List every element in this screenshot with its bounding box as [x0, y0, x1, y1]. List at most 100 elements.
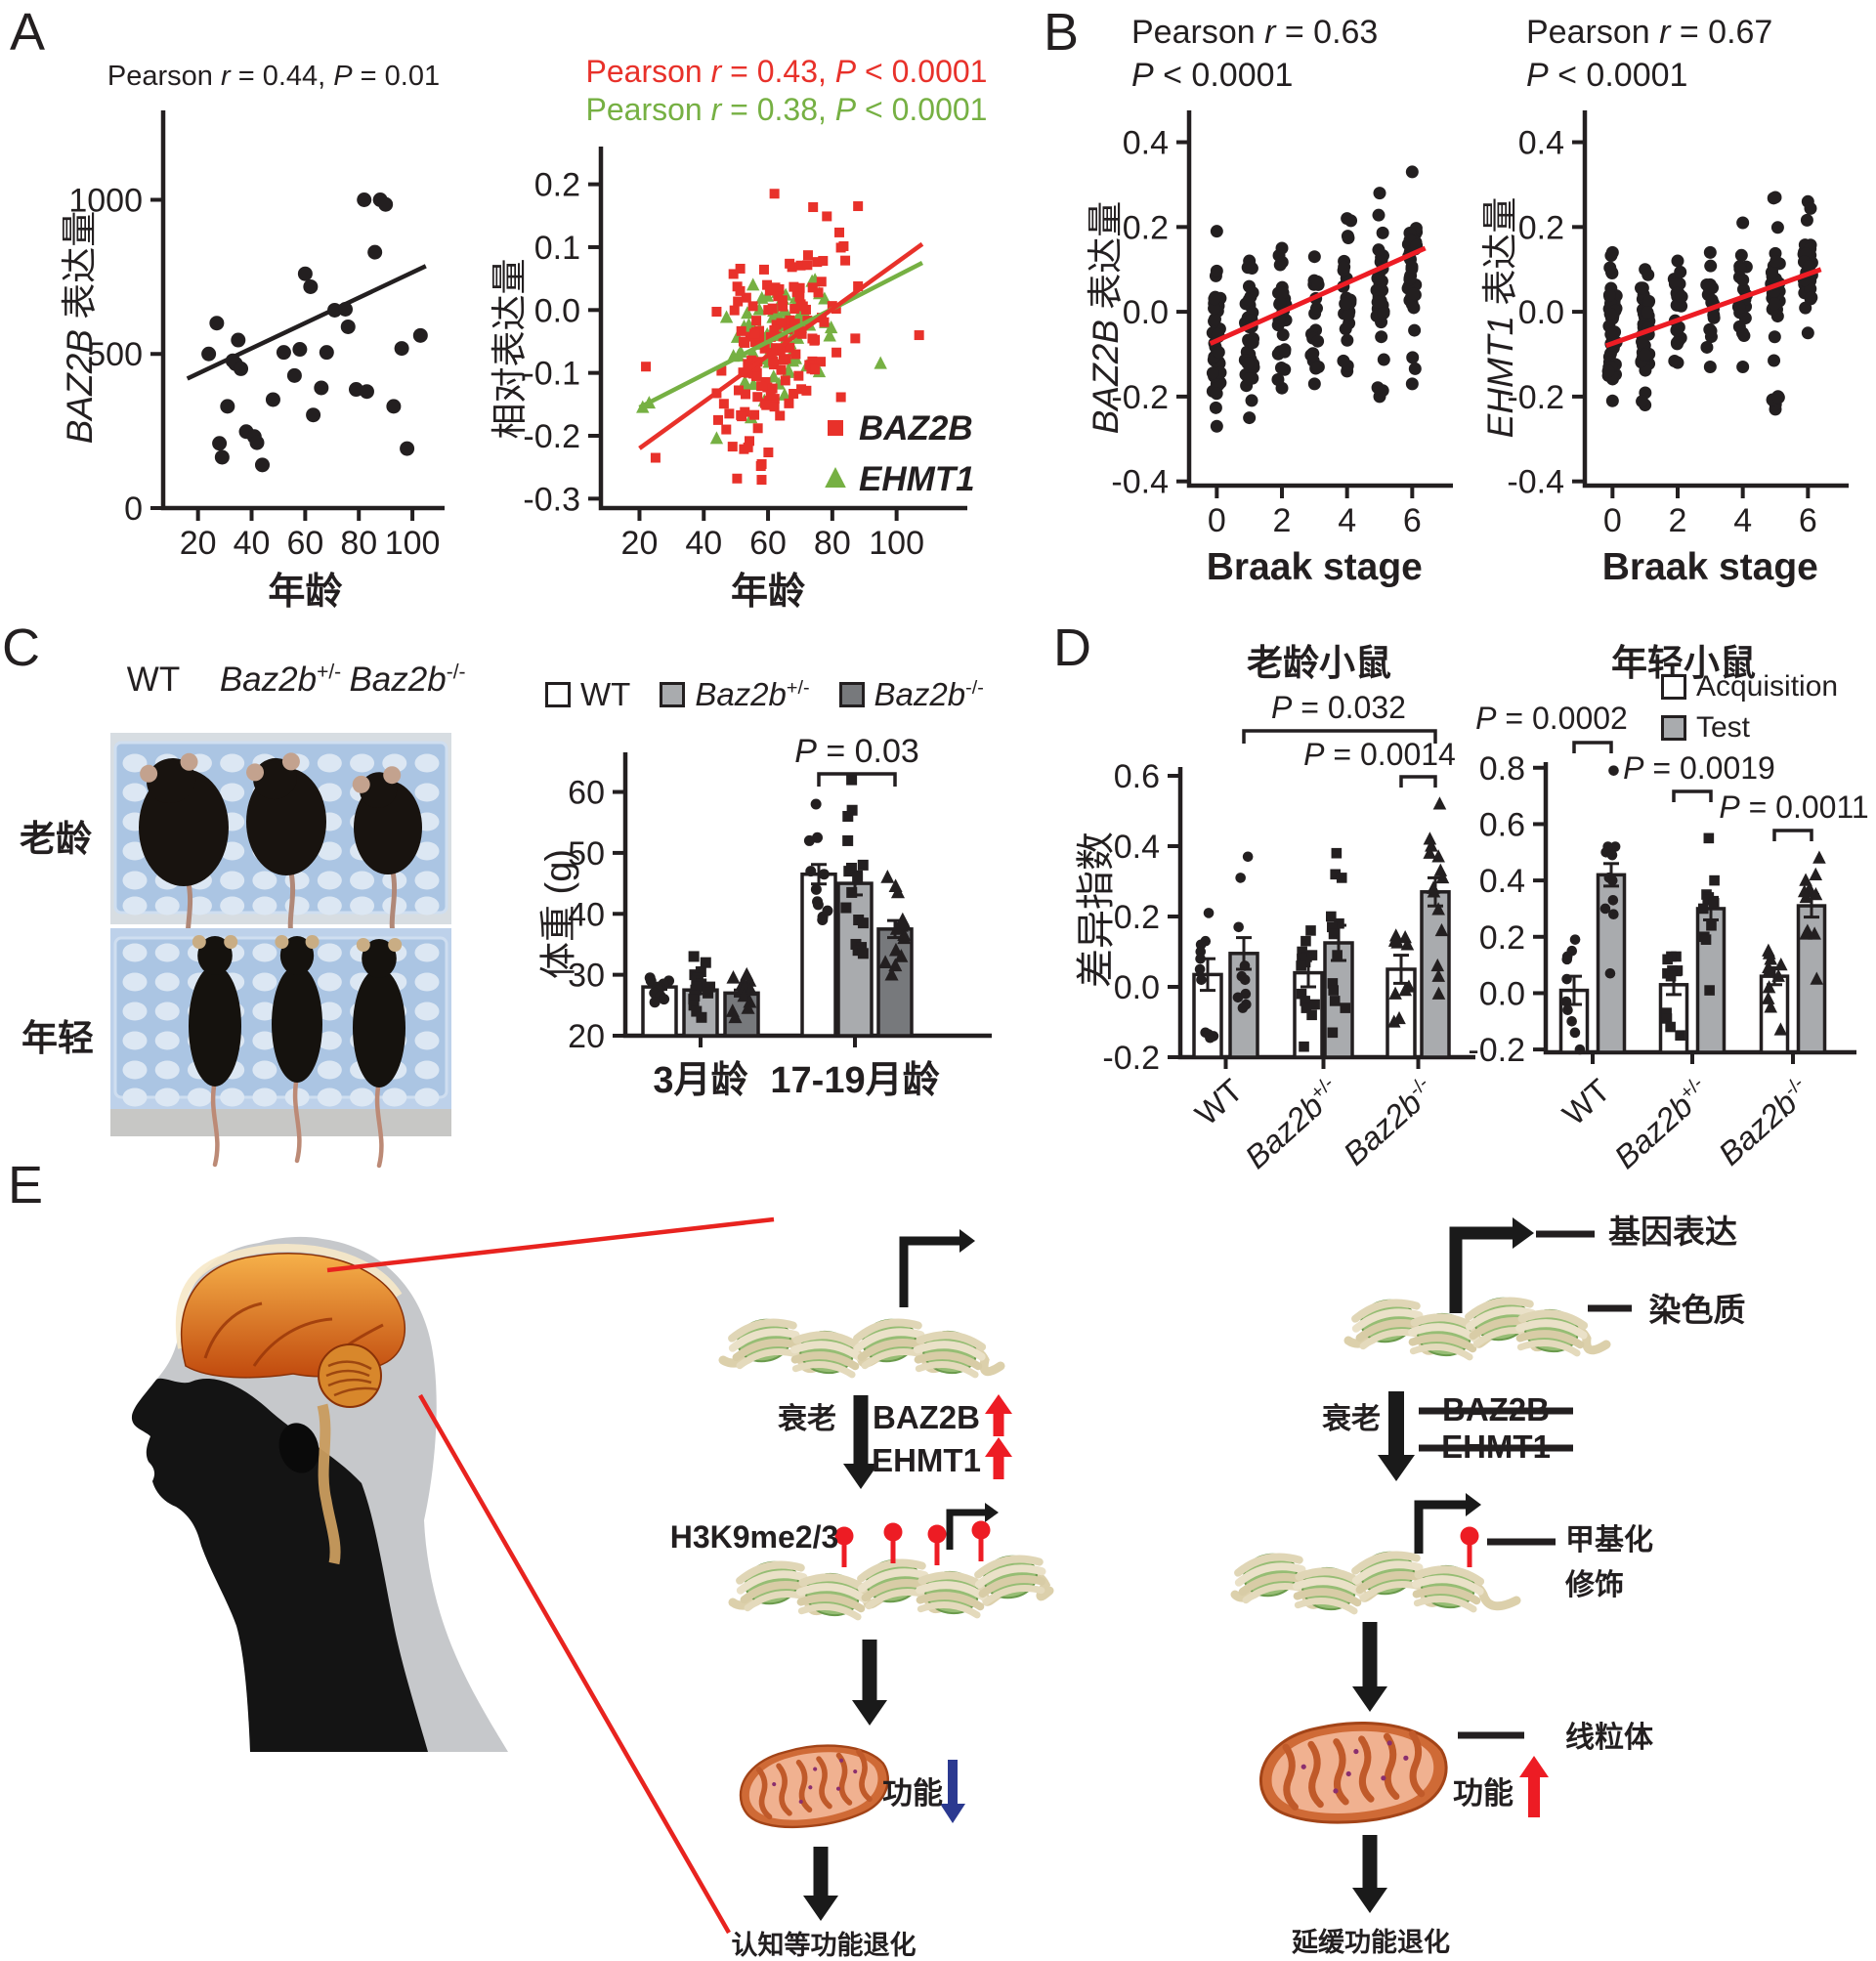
svg-text:基因表达: 基因表达	[1608, 1214, 1737, 1250]
svg-text:功能: 功能	[1453, 1776, 1514, 1811]
svg-text:Braak stage: Braak stage	[1207, 546, 1423, 588]
svg-text:0.2: 0.2	[534, 167, 580, 204]
mitochondrion-right	[1256, 1714, 1451, 1831]
discrimination-index-young-chart: 0.8 0.6 0.4 0.2 0.0 -0.2 P = 0.0002 P = 0.0019P…	[1468, 701, 1868, 1069]
svg-text:40: 40	[234, 525, 271, 562]
panel-c-label: C	[2, 618, 40, 677]
svg-text:100: 100	[385, 525, 441, 562]
panel-d-label: D	[1053, 618, 1091, 677]
svg-text:0.6: 0.6	[1114, 758, 1160, 795]
svg-text:0.4: 0.4	[1114, 829, 1160, 866]
svg-text:修饰: 修饰	[1564, 1569, 1624, 1601]
panel-d-left-title: 老龄小鼠	[1247, 643, 1391, 683]
axis	[1186, 110, 1453, 489]
panel-b-right-title-1: Pearson r = 0.67	[1526, 14, 1773, 51]
svg-text:3月龄: 3月龄	[653, 1060, 747, 1101]
svg-text:0.0: 0.0	[534, 292, 580, 329]
svg-text:-0.3: -0.3	[523, 481, 580, 518]
acquisition-swatch	[1661, 674, 1686, 700]
human-head-illustration	[131, 1236, 509, 1752]
panel-a-right-title-baz2b: Pearson r = 0.43, P < 0.0001	[585, 54, 988, 89]
panel-a-label: A	[10, 3, 46, 62]
svg-text:60: 60	[568, 775, 605, 812]
svg-text:20: 20	[180, 525, 217, 562]
panel-a-left-title: Pearson r = 0.44, P = 0.01	[107, 61, 441, 92]
svg-text:年龄: 年龄	[268, 572, 342, 613]
svg-text:80: 80	[340, 525, 377, 562]
svg-text:P = 0.0002: P = 0.0002	[1475, 701, 1628, 736]
svg-text:1000: 1000	[68, 182, 143, 219]
panel-b-left-title-1: Pearson r = 0.63	[1131, 14, 1379, 51]
svg-text:60: 60	[286, 525, 323, 562]
svg-text:-0.2: -0.2	[1102, 1040, 1160, 1077]
svg-text:染色质: 染色质	[1649, 1292, 1746, 1328]
svg-text:P = 0.032: P = 0.032	[1271, 690, 1406, 725]
svg-text:-0.2: -0.2	[1111, 379, 1169, 416]
svg-text:0.2: 0.2	[1114, 899, 1160, 936]
svg-text:P = 0.0019: P = 0.0019	[1623, 750, 1775, 786]
svg-text:0: 0	[124, 490, 143, 528]
discrimination-index-aged-chart: 0.6 0.4 0.2 0.0 -0.2 P = 0.032 P = 0.0014	[1102, 690, 1475, 1077]
svg-text:EHMT1: EHMT1	[872, 1442, 981, 1478]
svg-text:40: 40	[568, 896, 605, 933]
svg-text:500: 500	[87, 336, 143, 373]
svg-text:2: 2	[1669, 502, 1687, 539]
svg-text:H3K9me2/3: H3K9me2/3	[670, 1519, 839, 1555]
svg-text:6: 6	[1799, 502, 1817, 539]
svg-text:功能: 功能	[882, 1776, 943, 1811]
panel-b-left-title-2: P < 0.0001	[1131, 57, 1294, 94]
svg-text:0.4: 0.4	[1123, 125, 1169, 162]
scatter-baz2b-vs-age: 0 500 1000 20 40 60 80 100 年龄	[68, 110, 445, 613]
svg-text:P = 0.03: P = 0.03	[794, 733, 919, 770]
svg-text:0.8: 0.8	[1479, 750, 1525, 788]
svg-text:P = 0.0011: P = 0.0011	[1719, 789, 1868, 825]
strip-baz2b-vs-braak: 0.4 0.2 0.0 -0.2 -0.4 0 2 4 6 Braak stage	[1111, 110, 1453, 588]
svg-text:100: 100	[869, 525, 924, 562]
svg-text:2: 2	[1273, 502, 1292, 539]
svg-text:年龄: 年龄	[731, 572, 805, 613]
svg-text:衰老: 衰老	[1322, 1403, 1381, 1435]
svg-text:BAZ2B: BAZ2B	[873, 1399, 980, 1435]
svg-text:50: 50	[568, 835, 605, 873]
panel-a-right-title-ehmt1: Pearson r = 0.38, P < 0.0001	[585, 92, 988, 127]
legend-item-wt: WT	[545, 676, 630, 713]
svg-text:0.4: 0.4	[1518, 125, 1564, 162]
svg-text:0.0: 0.0	[1518, 294, 1564, 331]
svg-text:0.0: 0.0	[1123, 294, 1169, 331]
svg-text:-0.2: -0.2	[1468, 1032, 1525, 1069]
bodyweight-bar-chart: 20 30 40 50 60 3月龄 17-19月龄 P = 0.03	[568, 733, 992, 1101]
photo-row-aged: 老龄	[20, 819, 92, 859]
svg-text:BAZ2B: BAZ2B	[859, 409, 973, 448]
svg-text:0.2: 0.2	[1123, 209, 1169, 246]
legend-item-acquisition: Acquisition	[1661, 670, 1838, 703]
mitochondrion-left	[734, 1734, 894, 1838]
svg-text:Braak stage: Braak stage	[1602, 546, 1818, 588]
svg-text:0.2: 0.2	[1479, 919, 1525, 957]
mechanism-diagram: 基因表达染色质衰老BAZ2BEHMT1衰老BAZ2BEHMT1H3K9me2/3…	[131, 1214, 1746, 1960]
svg-text:0.0: 0.0	[1114, 969, 1160, 1006]
legend-item-ko: Baz2b-/-	[838, 676, 984, 713]
svg-text:-0.1: -0.1	[523, 356, 580, 393]
panel-d-legend: Acquisition Test	[1661, 670, 1838, 745]
svg-text:20: 20	[621, 525, 659, 562]
svg-text:0: 0	[1603, 502, 1622, 539]
svg-text:20: 20	[568, 1018, 605, 1055]
svg-text:-0.2: -0.2	[523, 418, 580, 455]
photo-col-wt: WT	[126, 661, 181, 699]
legend-item-test: Test	[1661, 711, 1838, 745]
svg-text:0.1: 0.1	[534, 230, 580, 267]
panel-c-legend: WT Baz2b+/- Baz2b-/-	[545, 676, 984, 713]
panel-b-right-title-2: P < 0.0001	[1526, 57, 1688, 94]
svg-text:0.0: 0.0	[1479, 975, 1525, 1012]
legend-item-het: Baz2b+/-	[660, 676, 810, 713]
callout-line-bottom	[418, 1393, 731, 1935]
callout-line-top	[326, 1216, 775, 1273]
panel-b-label: B	[1044, 3, 1080, 62]
het-swatch	[660, 682, 686, 707]
svg-text:0.4: 0.4	[1479, 863, 1525, 900]
strip-ehmt1-vs-braak: 0.4 0.2 0.0 -0.2 -0.4 0 2 4 6 Braak stage	[1507, 110, 1849, 588]
svg-text:-0.4: -0.4	[1507, 464, 1564, 501]
test-swatch	[1661, 715, 1686, 741]
svg-text:0: 0	[1208, 502, 1226, 539]
